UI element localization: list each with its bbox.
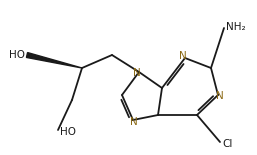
Text: N: N xyxy=(179,51,187,61)
Text: NH₂: NH₂ xyxy=(226,22,246,32)
Text: N: N xyxy=(216,91,224,101)
Text: Cl: Cl xyxy=(222,139,232,149)
Text: HO: HO xyxy=(60,127,76,137)
Text: N: N xyxy=(133,68,141,78)
Polygon shape xyxy=(26,53,82,68)
Text: N: N xyxy=(130,117,138,127)
Text: HO: HO xyxy=(9,50,25,60)
